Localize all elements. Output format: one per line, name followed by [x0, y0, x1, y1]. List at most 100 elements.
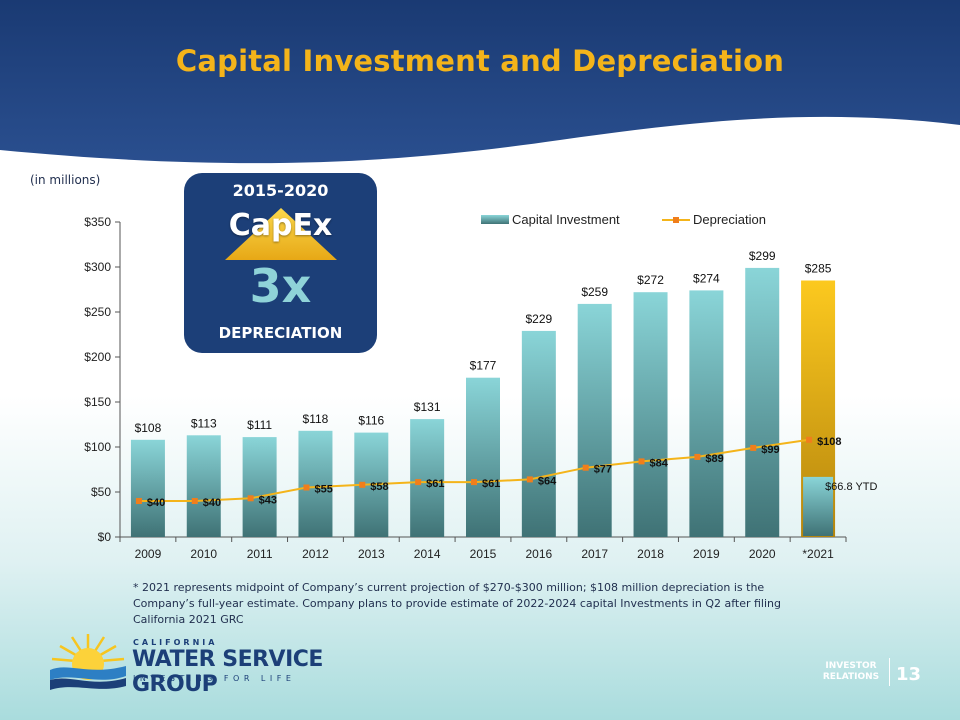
page-number: 13 — [896, 664, 922, 685]
bar-value-label: $116 — [358, 414, 384, 428]
bar-value-label: $118 — [303, 412, 329, 426]
depreciation-marker — [526, 476, 533, 483]
bar — [466, 377, 500, 537]
depreciation-marker — [415, 479, 422, 486]
depreciation-marker — [806, 436, 813, 443]
callout-depreciation: DEPRECIATION — [218, 324, 343, 342]
bar-value-label: $113 — [191, 416, 217, 430]
bar-value-label: $272 — [637, 273, 664, 287]
label-layer: $108 $113 $111 $118 $116 $131 $177 $229 $259 $272… — [135, 249, 878, 509]
x-tick-label: 2018 — [637, 547, 664, 561]
depreciation-marker — [694, 453, 701, 460]
units-label: (in millions) — [30, 173, 101, 187]
legend: Capital Investment Depreciation — [481, 212, 766, 227]
footnote: * 2021 represents midpoint of Company’s … — [133, 581, 781, 626]
logo-top-text: CALIFORNIA — [133, 638, 218, 647]
ytd-label: $66.8 YTD — [825, 481, 877, 493]
bar — [242, 437, 277, 537]
bar — [130, 439, 165, 537]
callout-multiple: 3x — [249, 259, 312, 313]
depreciation-marker — [582, 464, 589, 471]
bar — [745, 267, 780, 537]
bar-value-label: $259 — [581, 285, 608, 299]
bar-value-label: $131 — [414, 400, 441, 414]
callout-period: 2015-2020 — [232, 181, 329, 200]
depreciation-value-label: $61 — [426, 478, 444, 490]
depreciation-value-label: $77 — [594, 464, 612, 476]
depreciation-marker — [135, 498, 142, 504]
bar — [689, 290, 724, 537]
legend-swatch-capital-investment — [481, 215, 509, 224]
depreciation-value-label: $84 — [650, 457, 669, 469]
bar — [186, 435, 221, 537]
x-tick-label: *2021 — [802, 547, 834, 561]
depreciation-value-label: $99 — [761, 444, 779, 456]
legend-label-capital-investment: Capital Investment — [512, 212, 620, 227]
bar-value-label: $229 — [525, 312, 552, 326]
investor-relations-label: INVESTOR RELATIONS — [822, 661, 880, 682]
bar-layer — [130, 267, 836, 537]
x-tick-label: 2016 — [525, 547, 552, 561]
callout-capex: CapEx — [228, 208, 333, 243]
bar — [410, 419, 445, 537]
x-tick-label: 2009 — [135, 547, 162, 561]
y-tick-label: $150 — [84, 395, 111, 409]
x-tick-label: 2011 — [247, 547, 273, 561]
footer-divider — [889, 658, 890, 686]
y-tick-label: $300 — [84, 260, 111, 274]
depreciation-marker — [359, 481, 366, 488]
depreciation-value-label: $58 — [370, 481, 388, 493]
depreciation-marker — [303, 484, 310, 491]
capex-callout: 2015-2020 CapEx 3x DEPRECIATION — [184, 173, 377, 353]
bar-value-label: $285 — [805, 262, 832, 276]
y-tick-label: $100 — [84, 440, 111, 454]
depreciation-value-label: $55 — [314, 484, 332, 496]
legend-label-depreciation: Depreciation — [693, 212, 766, 227]
company-logo: CALIFORNIA WATER SERVICE GROUP INVESTING… — [48, 632, 378, 697]
bar-value-label: $108 — [135, 421, 162, 435]
depreciation-marker — [638, 458, 645, 465]
bar-value-label: $299 — [749, 249, 776, 263]
slide-title: Capital Investment and Depreciation — [175, 44, 785, 78]
bar-value-label: $274 — [693, 271, 720, 285]
bar — [633, 292, 668, 537]
logo-tagline: INVESTING FOR LIFE — [133, 674, 296, 683]
y-tick-label: $50 — [91, 485, 111, 499]
x-tick-label: 2019 — [693, 547, 720, 561]
depreciation-value-label: $64 — [538, 475, 557, 487]
bar-value-label: $177 — [470, 359, 497, 373]
x-tick-label: 2013 — [358, 547, 385, 561]
legend-marker-depreciation — [673, 217, 679, 223]
sun-wave-icon — [50, 634, 126, 690]
bar-value-label: $111 — [247, 418, 272, 432]
depreciation-value-label: $40 — [203, 497, 221, 509]
y-tick-label: $200 — [84, 350, 111, 364]
bar — [298, 430, 333, 537]
x-tick-label: 2020 — [749, 547, 776, 561]
triangle-icon — [225, 208, 337, 260]
x-tick-label: 2010 — [190, 547, 217, 561]
depreciation-value-label: $40 — [147, 497, 165, 509]
y-tick-label: $0 — [98, 530, 112, 544]
header-wave — [0, 0, 960, 164]
depreciation-marker — [191, 498, 198, 504]
x-tick-label: 2014 — [414, 547, 441, 561]
y-tick-label: $250 — [84, 305, 111, 319]
bar — [577, 303, 612, 537]
line-layer — [135, 436, 813, 504]
depreciation-value-label: $89 — [705, 453, 723, 465]
depreciation-marker — [247, 495, 254, 502]
depreciation-marker — [471, 479, 477, 486]
y-tick-label: $350 — [84, 215, 111, 229]
depreciation-value-label: $43 — [259, 494, 277, 506]
x-tick-label: 2015 — [470, 547, 497, 561]
logo-main-text: WATER SERVICE GROUP — [132, 647, 323, 697]
depreciation-value-label: $61 — [482, 478, 500, 490]
depreciation-marker — [750, 444, 757, 451]
chart: $0 $50 $100 $150 $200 $250 $300 $350 2009 2010 201… — [84, 212, 878, 561]
bar-ytd — [803, 476, 834, 536]
bar — [521, 330, 556, 537]
x-tick-label: 2017 — [581, 547, 608, 561]
depreciation-value-label: $108 — [817, 436, 841, 448]
x-tick-label: 2012 — [302, 547, 329, 561]
